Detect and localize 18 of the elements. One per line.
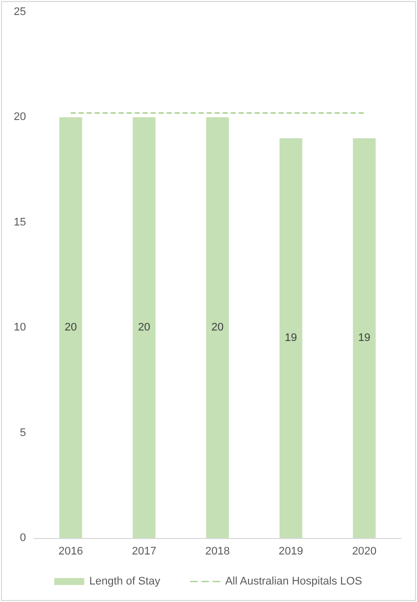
data-label: 19: [358, 332, 370, 344]
y-tick-label: 0: [20, 532, 26, 544]
data-label: 20: [64, 322, 77, 334]
data-label: 19: [284, 332, 298, 344]
y-tick-label: 15: [14, 216, 26, 228]
y-tick-label: 20: [14, 111, 26, 124]
x-tick-label: 2019: [278, 546, 304, 558]
y-tick-label: 10: [14, 322, 26, 334]
x-tick-label: 2020: [352, 546, 377, 558]
data-label: 20: [138, 322, 150, 334]
x-tick-label: 2016: [58, 546, 83, 558]
x-tick-label: 2018: [205, 546, 230, 558]
legend-label: All Australian Hospitals LOS: [225, 576, 362, 588]
x-tick-label: 2017: [132, 546, 156, 558]
data-label: 20: [211, 322, 224, 334]
y-tick-label: 5: [20, 426, 26, 439]
y-tick-label: 25: [14, 6, 26, 18]
legend-label: Length of Stay: [89, 576, 161, 588]
